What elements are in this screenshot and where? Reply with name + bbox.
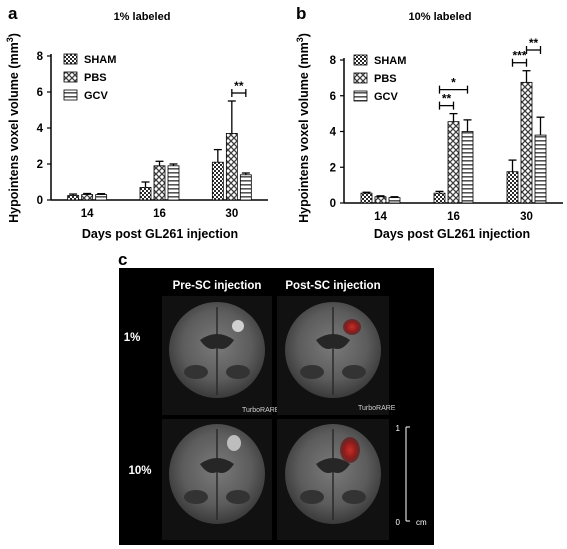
legend-swatch-sham	[353, 54, 368, 66]
significance-label: **	[529, 36, 539, 50]
y-tick-label: 8	[37, 51, 44, 63]
legend-swatch-pbs	[63, 71, 78, 83]
panel-a: a 1% labeled Hypointens voxel volume (mm…	[5, 4, 268, 241]
row-label-10pct: 10%	[128, 465, 151, 477]
bar-gcv	[95, 194, 108, 201]
bar-sham	[139, 186, 152, 201]
bar-sham	[360, 192, 373, 204]
significance-label: **	[234, 79, 244, 93]
bar-pbs	[520, 81, 533, 204]
mri-post-1pct: TurboRARE	[277, 296, 396, 415]
legend-label-pbs: PBS	[374, 73, 397, 85]
panel-a-chart: 0 2 4 6 8 14 16 30 ** SHAM PBS GCV	[37, 51, 268, 220]
significance-label: ***	[512, 49, 526, 63]
bar-sham	[506, 171, 519, 204]
scale-bar: 1 0 cm	[396, 424, 427, 527]
mri-pre-1pct: TurboRARE	[162, 296, 280, 415]
panel-b-letter: b	[296, 4, 306, 23]
x-tick-label: 16	[153, 208, 166, 220]
panel-a-title: 1% labeled	[114, 11, 171, 23]
legend-label-sham: SHAM	[84, 54, 116, 66]
y-tick-label: 2	[37, 159, 43, 171]
panel-c-letter: c	[118, 250, 127, 269]
panel-a-letter: a	[8, 4, 18, 23]
y-tick-label: 6	[330, 91, 336, 103]
x-tick-label: 30	[520, 211, 533, 223]
y-tick-label: 0	[37, 195, 43, 207]
y-tick-label: 2	[330, 162, 336, 174]
panel-a-x-axis-label: Days post GL261 injection	[82, 227, 238, 241]
legend-label-pbs: PBS	[84, 72, 107, 84]
x-tick-label: 16	[447, 211, 460, 223]
panel-c: c Pre-SC injection Post-SC injection 1% …	[118, 250, 434, 545]
lesion-overlay	[340, 437, 360, 463]
bar-pbs	[81, 194, 94, 201]
mri-watermark: TurboRARE	[358, 405, 396, 412]
labeled-cell-spot	[227, 435, 241, 451]
x-tick-label: 14	[81, 208, 94, 220]
bar-gcv	[167, 165, 180, 201]
panel-a-y-axis-label: Hypointens voxel volume (mm3)	[5, 33, 21, 223]
bar-pbs	[447, 121, 460, 204]
mri-post-10pct	[277, 419, 389, 540]
y-tick-label: 6	[37, 87, 43, 99]
bar-sham	[67, 195, 80, 201]
scale-unit-label: cm	[416, 518, 427, 527]
mri-pre-10pct	[162, 419, 272, 540]
panel-b-title: 10% labeled	[409, 11, 472, 23]
x-tick-label: 30	[225, 208, 238, 220]
lesion-overlay	[343, 319, 361, 335]
scale-bottom-label: 0	[396, 518, 401, 527]
bar-sham	[433, 192, 446, 204]
bar-gcv	[239, 174, 252, 201]
mri-watermark: TurboRARE	[242, 407, 280, 414]
y-tick-label: 4	[37, 123, 44, 135]
bar-gcv	[461, 131, 474, 204]
legend-swatch-gcv	[63, 89, 78, 101]
legend-swatch-sham	[63, 53, 78, 65]
y-tick-label: 0	[330, 198, 336, 210]
column-header-pre: Pre-SC injection	[173, 280, 262, 292]
bar-pbs	[153, 165, 166, 201]
significance-label: *	[451, 76, 456, 90]
panel-b-y-axis-label: Hypointens voxel volume (mm3)	[295, 33, 311, 223]
significance-label: **	[442, 92, 452, 106]
legend-label-gcv: GCV	[84, 90, 109, 102]
bar-pbs	[225, 132, 238, 201]
legend-label-sham: SHAM	[374, 55, 406, 67]
labeled-cell-spot	[232, 320, 244, 332]
bar-sham	[211, 161, 224, 201]
legend-swatch-pbs	[353, 72, 368, 84]
row-label-1pct: 1%	[124, 332, 141, 344]
scale-top-label: 1	[396, 424, 401, 433]
bar-pbs	[374, 196, 387, 204]
panel-b-x-axis-label: Days post GL261 injection	[374, 227, 530, 241]
x-tick-label: 14	[374, 211, 387, 223]
y-tick-label: 8	[330, 55, 337, 67]
legend-swatch-gcv	[353, 90, 368, 102]
bar-gcv	[388, 197, 401, 204]
bar-gcv	[534, 134, 547, 204]
legend-label-gcv: GCV	[374, 91, 399, 103]
y-tick-label: 4	[330, 127, 337, 139]
column-header-post: Post-SC injection	[285, 280, 380, 292]
panel-b: b 10% labeled Hypointens voxel volume (m…	[295, 4, 563, 241]
